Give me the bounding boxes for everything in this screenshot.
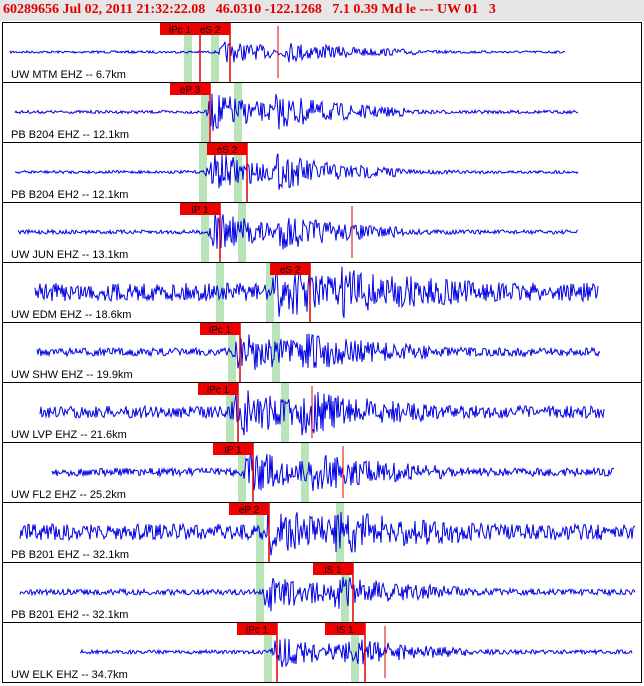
station-label: UW ELK EHZ -- 34.7km [11,669,128,681]
pick-box [229,503,269,515]
pick-box [213,443,253,455]
phase-band [199,143,207,202]
pick-box [200,323,240,335]
waveform [9,41,566,63]
pick-box [207,143,247,155]
pick-box [313,563,353,575]
pick-box [325,623,365,635]
pick-box [198,383,238,395]
phase-band [201,83,209,142]
waveform [14,153,579,190]
pick-label: iPc 1 [207,385,230,396]
station-label: UW FL2 EHZ -- 25.2km [11,489,126,501]
phase-band [256,503,264,562]
waveform [19,506,636,556]
station-label: PB B201 EH2 -- 32.1km [11,609,128,621]
pick-label: eP 3 [180,85,201,96]
pick-box [190,23,230,35]
phase-band [301,443,309,502]
pick-box [180,203,220,215]
pick-label: iPc 1 [209,325,232,336]
phase-band [256,563,264,622]
phase-band [351,623,359,682]
station-label: PB B201 EHZ -- 32.1km [11,549,129,561]
station-label: UW MTM EHZ -- 6.7km [11,69,126,81]
phase-band [228,323,236,382]
pick-box [237,623,277,635]
waveform [79,638,633,668]
header-title: 60289656 Jul 02, 2011 21:32:22.08 46.031… [3,2,496,17]
pick-label: eP 2 [239,505,260,516]
pick-label: iPc 1 [246,625,269,636]
header-bar: 60289656 Jul 02, 2011 21:32:22.08 46.031… [0,0,644,21]
pick-label: iP 1 [224,445,241,456]
pick-box [170,83,210,95]
phase-band [216,263,224,322]
station-label: UW SHW EHZ -- 19.9km [11,369,133,381]
pick-label: iPc 1 [169,25,192,36]
waveform [14,93,579,131]
waveform [36,333,601,371]
phase-band [281,383,289,442]
waveform [19,577,636,612]
pick-label: iS 1 [324,565,342,576]
pick-label: eS 2 [280,265,301,276]
waveform [39,390,605,436]
phase-band [341,563,349,622]
phase-band [272,323,280,382]
pick-label: iP 1 [191,205,208,216]
phase-band [266,263,274,322]
waveform [34,266,599,318]
phase-band [264,623,272,682]
pick-label: iS 1 [336,625,354,636]
waveform [51,451,615,492]
station-label: PB B204 EH2 -- 12.1km [11,189,128,201]
waveform [17,213,579,250]
station-label: PB B204 EHZ -- 12.1km [11,129,129,141]
phase-band [211,23,219,82]
pick-box [270,263,310,275]
pick-label: eS 2 [200,25,221,36]
station-label: UW JUN EHZ -- 13.1km [11,249,128,261]
station-label: UW LVP EHZ -- 21.6km [11,429,127,441]
pick-label: eS 2 [217,145,238,156]
station-label: UW EDM EHZ -- 18.6km [11,309,131,321]
trace-panel [2,142,642,203]
